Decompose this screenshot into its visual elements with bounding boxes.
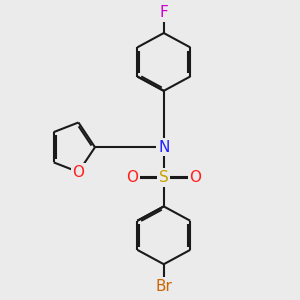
Text: O: O [126,170,138,185]
Text: O: O [72,164,84,179]
Text: O: O [189,170,201,185]
Text: N: N [158,140,169,155]
Text: F: F [159,5,168,20]
Text: Br: Br [155,279,172,294]
Text: S: S [159,170,169,185]
